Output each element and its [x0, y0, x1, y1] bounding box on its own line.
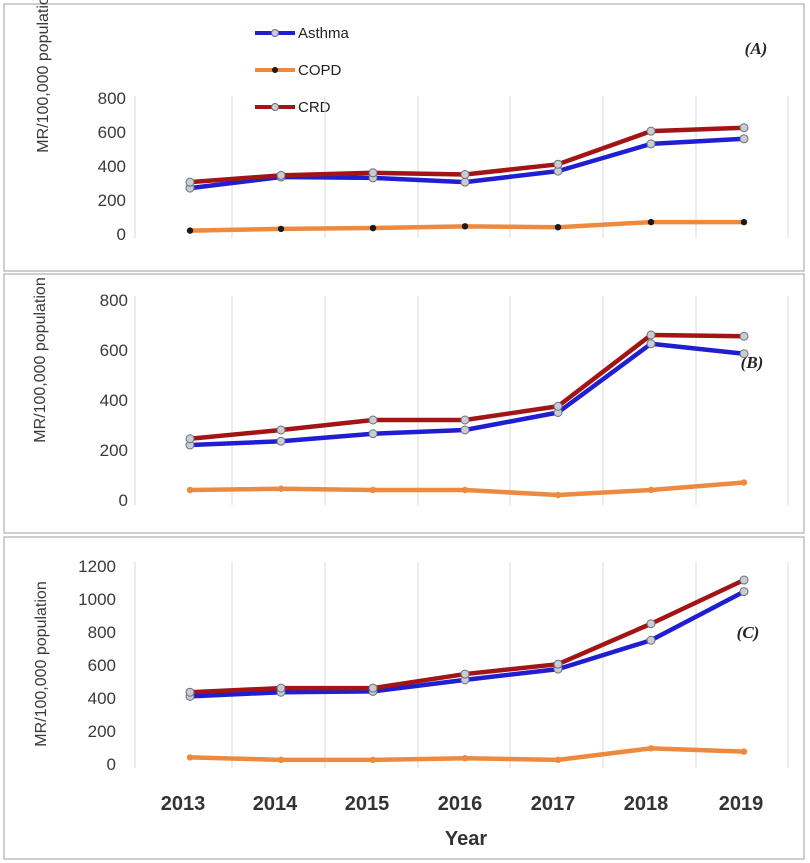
panel-c-frame: [3, 536, 805, 860]
panel-c-crd-point-2017: [553, 659, 563, 669]
panel-c-y-ticks: 0 200 400 600 800 1000 1200: [78, 557, 116, 774]
panel-b-asthma-point-2016: [460, 425, 470, 435]
panel-c-crd-point-2016: [460, 669, 470, 679]
panel-b-asthma-point-2018: [646, 339, 656, 349]
panel-a-asthma-point-2016: [460, 177, 470, 187]
panel-c-ytick-800: 800: [88, 623, 116, 642]
panel-c-crd-point-2014: [276, 683, 286, 693]
panel-b-ytick-400: 400: [100, 391, 128, 410]
panel-c-ytick-200: 200: [88, 722, 116, 741]
x-axis-ticks: 2013 2014 2015 2016 2017 2018 2019: [161, 793, 764, 815]
panel-b-ytick-800: 800: [100, 291, 128, 310]
series-lines: [185, 123, 749, 764]
panel-a-ytick-600: 600: [98, 123, 126, 142]
panel-a-y-ticks: 0 200 400 600 800: [98, 89, 126, 244]
panel-a-crd-point-2018: [646, 126, 656, 136]
panel-c-ytick-400: 400: [88, 689, 116, 708]
panel-c-crd-point-2018: [646, 619, 656, 629]
panel-b-copd-point-2014: [277, 485, 285, 492]
panel-b-crd-point-2019: [739, 331, 749, 341]
panel-c-crd-point-2013: [185, 687, 195, 697]
xtick-2018: 2018: [624, 793, 669, 815]
panel-b-crd-point-2015: [368, 415, 378, 425]
gridlines: [134, 96, 789, 768]
panel-b-copd-point-2018: [647, 486, 655, 494]
panel-b-y-ticks: 0 200 400 600 800: [100, 291, 128, 510]
panel-a-copd-point-2016: [461, 223, 469, 230]
panel-a-copd-point-2018: [647, 218, 655, 226]
panel-c-ytick-600: 600: [88, 656, 116, 675]
panel-a-ytick-200: 200: [98, 191, 126, 210]
legend-copd-marker: [272, 67, 278, 73]
panel-c-crd-point-2019: [739, 575, 749, 585]
xtick-2015: 2015: [345, 793, 390, 815]
panel-b-crd-point-2018: [646, 330, 656, 340]
panel-b-copd-point-2013: [186, 486, 194, 494]
panel-c-copd-point-2018: [647, 745, 655, 752]
panel-a-copd-point-2014: [277, 225, 285, 233]
legend: Asthma COPD CRD: [255, 25, 350, 116]
xtick-2013: 2013: [161, 793, 206, 815]
panel-a-ytick-0: 0: [117, 225, 126, 244]
xtick-2014: 2014: [253, 793, 298, 815]
legend-asthma-marker: [271, 29, 279, 37]
panel-b-crd-point-2016: [460, 415, 470, 425]
panel-a-crd-point-2013: [185, 177, 195, 187]
panel-b-crd-point-2017: [553, 401, 563, 411]
panel-b-asthma-point-2015: [368, 429, 378, 439]
panel-a-ytick-800: 800: [98, 89, 126, 108]
panel-c-asthma-point-2018: [646, 635, 656, 645]
panel-a-crd-point-2017: [553, 159, 563, 169]
panel-c-ytick-0: 0: [107, 755, 116, 774]
panel-b-copd-point-2015: [369, 486, 377, 494]
panel-a-copd-point-2015: [369, 224, 377, 232]
xtick-2019: 2019: [719, 793, 764, 815]
xtick-2017: 2017: [531, 793, 576, 815]
panel-c-label: (C): [737, 623, 760, 642]
panel-a-crd-point-2019: [739, 123, 749, 133]
legend-crd-label: CRD: [298, 99, 331, 116]
panel-c-ytick-1200: 1200: [78, 557, 116, 576]
panel-c-copd-point-2016: [461, 755, 469, 762]
panel-b-copd-point-2016: [461, 486, 469, 494]
panel-b-copd-point-2017: [554, 491, 562, 499]
panel-a-label: (A): [745, 39, 768, 58]
xtick-2016: 2016: [438, 793, 483, 815]
panel-c-asthma-point-2019: [739, 587, 749, 597]
panel-b-ylabel: MR/100,000 population: [32, 277, 49, 442]
panel-a-ytick-400: 400: [98, 157, 126, 176]
panel-a-asthma-point-2018: [646, 139, 656, 149]
legend-asthma-label: Asthma: [298, 25, 350, 42]
panel-b-ytick-200: 200: [100, 441, 128, 460]
legend-copd-label: COPD: [298, 62, 342, 79]
x-axis-title: Year: [445, 828, 487, 850]
panel-a-ylabel: MR/100,000 population: [35, 0, 52, 153]
panel-a-crd-point-2015: [368, 168, 378, 178]
panel-b-copd-point-2019: [740, 479, 748, 486]
panel-c-copd-point-2017: [554, 756, 562, 764]
panel-c-copd-point-2019: [740, 748, 748, 755]
panel-a-copd-point-2017: [554, 224, 562, 231]
panel-b-ytick-0: 0: [119, 491, 128, 510]
legend-crd-marker: [271, 103, 279, 111]
panel-b-crd-point-2014: [276, 425, 286, 435]
panel-c-copd-point-2014: [277, 756, 285, 764]
panel-a-crd-point-2014: [276, 170, 286, 180]
panel-c-copd-point-2015: [369, 756, 377, 764]
panel-c-copd-point-2013: [186, 754, 194, 761]
panel-a-asthma-point-2019: [739, 134, 749, 144]
panel-a-copd-point-2019: [740, 218, 748, 226]
panel-a-copd-point-2013: [186, 227, 194, 234]
panel-b-asthma-point-2014: [276, 436, 286, 446]
panel-b-ytick-600: 600: [100, 341, 128, 360]
panel-a-crd-point-2016: [460, 170, 470, 179]
panel-b-asthma-point-2019: [739, 349, 749, 359]
panel-c-ylabel: MR/100,000 population: [33, 581, 50, 746]
panel-b-crd-point-2013: [185, 434, 195, 444]
panel-c-ytick-1000: 1000: [78, 590, 116, 609]
panel-b-label: (B): [741, 353, 764, 372]
panel-c-crd-point-2015: [368, 683, 378, 693]
